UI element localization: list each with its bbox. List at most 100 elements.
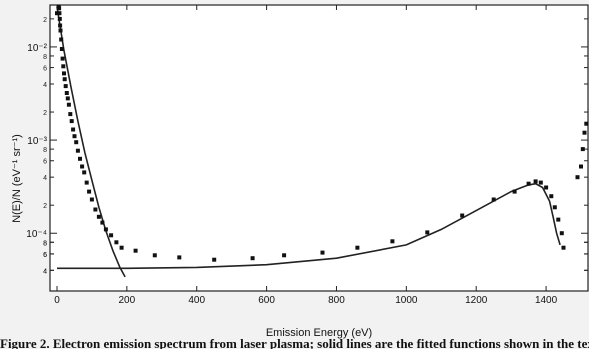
- data-point: [544, 185, 549, 190]
- y-minor-label: 2: [43, 110, 47, 117]
- data-point: [100, 220, 105, 225]
- data-point: [152, 253, 157, 258]
- y-minor-label: 2: [43, 203, 47, 210]
- data-point: [584, 121, 589, 126]
- fit-line-broad: [57, 182, 561, 270]
- fit-line-steep: [56, 6, 126, 278]
- data-point: [57, 6, 62, 11]
- data-point: [559, 231, 564, 236]
- data-point: [355, 245, 360, 250]
- y-minor-label: 4: [43, 268, 47, 275]
- data-point: [556, 217, 561, 222]
- y-minor-label: 8: [43, 240, 47, 247]
- x-tick-label: 200: [119, 295, 136, 306]
- data-point: [119, 245, 124, 250]
- y-minor-label: 6: [43, 252, 47, 259]
- data-point: [582, 130, 587, 135]
- data-point: [133, 248, 138, 253]
- data-point: [63, 84, 68, 89]
- y-minor-label: 4: [43, 268, 47, 275]
- y-minor-label: 4: [43, 175, 47, 182]
- y-minor-label: 6: [43, 66, 47, 73]
- data-point: [60, 56, 65, 61]
- data-point: [491, 197, 496, 202]
- data-point: [55, 11, 59, 16]
- data-point: [64, 91, 69, 95]
- y-minor-label: 6: [43, 159, 47, 166]
- y-axis-label: N(E)/N (eV⁻¹ sr⁻¹): [2, 98, 30, 258]
- data-point: [320, 250, 325, 255]
- data-point: [425, 230, 430, 235]
- plot-area: [49, 4, 589, 292]
- data-point: [57, 11, 62, 16]
- y-minor-label: 8: [43, 147, 47, 154]
- axis-tick-labels: 0 200 400 600 800 1000 1200 1400 10⁻² 10⁻³ 10⁻⁴ 2 8 6…: [26, 17, 557, 306]
- x-tick-label: 1200: [465, 295, 488, 306]
- data-point: [533, 179, 538, 184]
- data-point: [71, 127, 76, 132]
- data-point: [580, 147, 585, 152]
- data-point: [84, 180, 89, 185]
- y-decade-label: 10⁻⁴: [26, 229, 47, 240]
- data-point: [460, 213, 465, 218]
- data-point: [552, 205, 557, 210]
- data-point: [538, 180, 543, 185]
- data-point: [78, 156, 82, 161]
- x-tick-label: 400: [188, 295, 205, 306]
- data-point: [66, 102, 71, 107]
- y-decade-label: 10⁻³: [27, 136, 47, 147]
- data-point: [526, 181, 531, 186]
- x-axis-label: Emission Energy (eV): [265, 327, 373, 339]
- y-minor-label: 6: [43, 252, 47, 259]
- data-point: [250, 256, 255, 261]
- data-point: [575, 175, 580, 180]
- x-tick-label: 1400: [535, 295, 558, 306]
- data-points: [55, 4, 589, 262]
- y-decade-label: 10⁻²: [27, 43, 47, 54]
- x-tick-label: 0: [54, 295, 60, 306]
- data-point: [65, 96, 70, 101]
- data-point: [62, 77, 67, 82]
- data-point: [212, 257, 217, 262]
- data-point: [58, 28, 63, 33]
- data-point: [72, 134, 77, 139]
- y-minor-label: 8: [43, 240, 47, 247]
- data-point: [103, 227, 108, 232]
- data-point: [68, 112, 73, 117]
- y-axis-label-text: N(E)/N (eV⁻¹ sr⁻¹): [10, 133, 23, 223]
- y-minor-label: 8: [43, 54, 47, 61]
- data-point: [177, 255, 182, 260]
- axis-ticks: [50, 5, 588, 291]
- x-tick-label: 600: [258, 295, 275, 306]
- y-minor-label: 2: [43, 17, 47, 24]
- data-point: [282, 253, 287, 258]
- data-point: [61, 64, 66, 69]
- data-point: [89, 197, 94, 202]
- y-minor-label: 4: [43, 82, 47, 89]
- data-point: [390, 239, 395, 244]
- data-point: [82, 170, 87, 175]
- data-point: [74, 140, 79, 145]
- data-point: [62, 71, 66, 76]
- data-point: [58, 23, 63, 28]
- data-point: [75, 148, 80, 153]
- data-point: [96, 214, 101, 219]
- figure-caption: Figure 2. Electron emission spectrum fro…: [0, 338, 589, 349]
- data-point: [59, 47, 64, 51]
- data-point: [579, 164, 583, 169]
- fit-lines: [56, 6, 561, 278]
- data-point: [57, 16, 62, 21]
- data-point: [109, 233, 114, 238]
- data-point: [87, 189, 92, 194]
- x-tick-label: 1000: [395, 295, 418, 306]
- data-point: [549, 194, 554, 199]
- data-point: [512, 189, 517, 194]
- data-point: [80, 164, 85, 169]
- data-point: [93, 207, 98, 212]
- x-tick-label: 800: [328, 295, 345, 306]
- data-point: [59, 37, 64, 42]
- data-point: [561, 245, 566, 250]
- data-point: [114, 240, 119, 245]
- data-point: [69, 119, 74, 124]
